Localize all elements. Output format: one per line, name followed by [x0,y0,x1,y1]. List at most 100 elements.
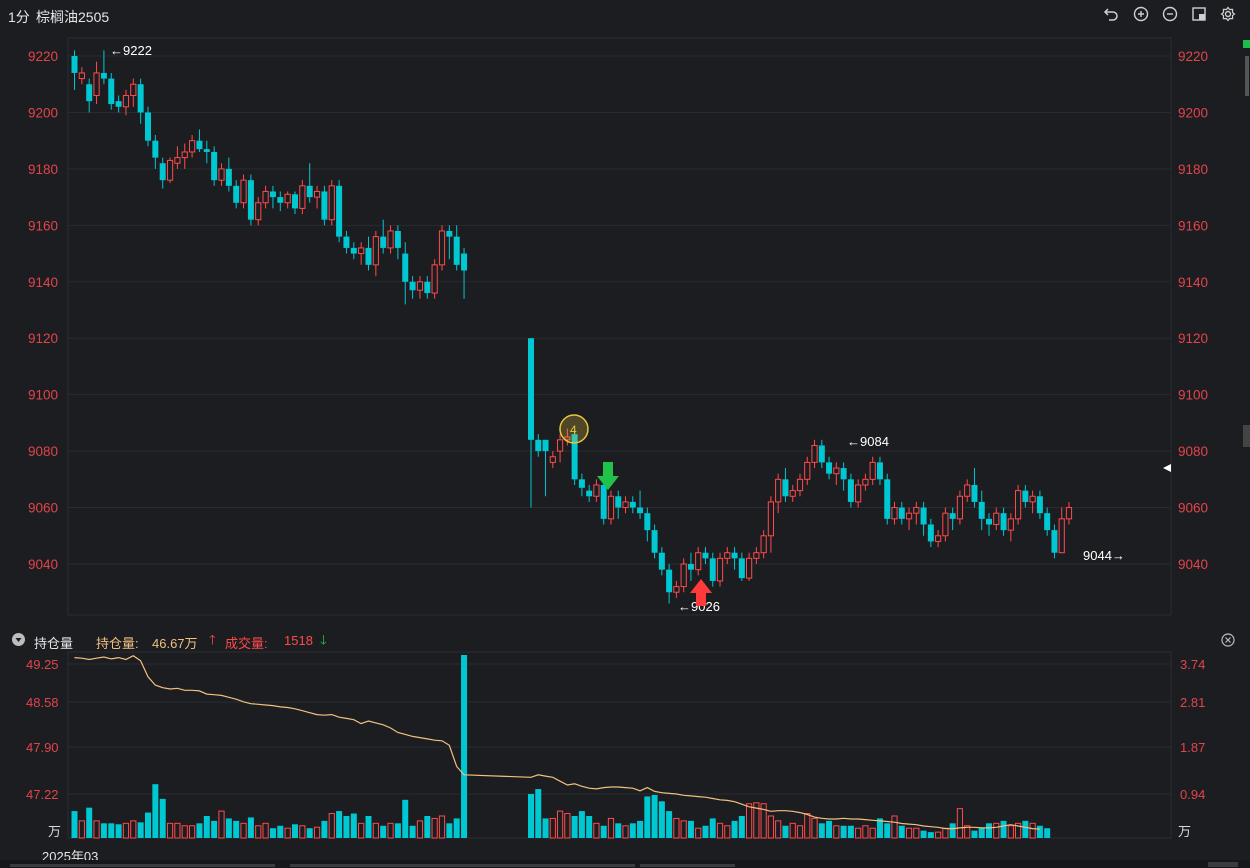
candle-body [847,479,854,502]
settings-icon[interactable] [1219,6,1237,24]
candle-body [372,236,379,266]
volume-bar [913,827,920,839]
bottom-scrollbar[interactable] [0,860,1250,868]
volume-bar [746,803,753,839]
candle-body [891,507,898,520]
candle-body [535,439,542,452]
indicator-panel-name[interactable]: 持仓量 [34,636,74,651]
candle-body [564,436,571,441]
candle-body [402,253,409,282]
period-label[interactable]: 1分 [8,9,30,25]
volume-bar [181,825,188,839]
volume-bar [100,823,107,838]
candle-body [174,157,181,164]
volume-bar [978,828,985,838]
candle-body [542,439,549,452]
candle-body [137,84,144,113]
candle-body [166,159,174,181]
volume-bar [299,825,306,839]
candle-body [394,230,401,248]
main-plot-frame [67,37,1172,616]
volume-bar [898,825,905,838]
candle-body [731,552,738,559]
candle-body [651,530,658,553]
candle-body [78,72,85,80]
candle-body [71,56,78,73]
scroll-segment[interactable] [640,864,735,867]
candle-body [1044,513,1051,531]
volume-bar [343,815,350,838]
edge-indicator [1243,40,1250,48]
candle-body [225,168,232,186]
scroll-segment[interactable] [290,864,635,867]
volume-bar [528,793,534,838]
right-price-tick: 9220 [1178,49,1208,64]
candles [71,50,1073,604]
volume-bar [578,811,585,838]
candle-body [826,462,833,474]
candle-body [913,507,920,514]
volume-bar [225,818,232,838]
symbol-title: 棕榈油2505 [36,9,110,25]
left-price-tick: 9220 [28,49,58,64]
candle-body [424,281,431,294]
signal-circle [559,414,589,444]
undo-icon[interactable] [1102,6,1120,24]
volume-down-arrow-icon: 🡓 [320,632,327,647]
candle-body [100,72,107,79]
candle-body [1065,507,1073,520]
candle-body [593,484,600,497]
candle-body [833,467,840,475]
left-price-axis: 9220 9200 9180 9160 9140 9120 9100 9080 9060 9040 [28,49,58,572]
close-indicator-icon[interactable] [1221,633,1235,647]
volume-bar [211,820,218,838]
candle-body [277,197,284,203]
volume-bar [130,820,137,839]
volume-bar [174,822,181,839]
candle-body [122,95,130,108]
volume-bar [1022,820,1029,838]
candle-body [284,193,291,204]
right-price-tick: 9160 [1178,218,1208,233]
candle-body [964,484,971,497]
volume-bar [306,828,313,838]
candle-body [789,490,796,497]
volume-bar [796,825,804,839]
volume-bar [753,802,760,839]
volume-bar [695,827,702,839]
volume-bar [855,827,862,839]
volume-bar [811,817,818,839]
volume-bar [724,825,731,839]
volume-bar [971,830,978,838]
candle-body [782,479,789,497]
fullscreen-icon[interactable] [1190,6,1208,24]
candle-body [986,518,993,525]
candle-body [528,338,534,440]
left-price-tick: 9200 [28,105,58,120]
zoom-in-icon[interactable] [1132,6,1150,24]
collapse-icon[interactable] [12,633,25,646]
left-price-tick: 9040 [28,557,58,572]
volume-bar [637,820,644,838]
volume-bar [453,818,460,838]
right-price-tick: 9100 [1178,388,1208,403]
volume-bar [1029,822,1036,839]
volume-bar [424,815,431,838]
candle-body [702,552,709,559]
edge-scrollbar[interactable] [1243,56,1250,96]
zoom-out-icon[interactable] [1161,6,1179,24]
edge-handle[interactable] [1243,425,1250,447]
candle-body [1051,530,1058,553]
volume-bar [78,820,85,839]
volume-bar [993,822,1000,839]
scroll-segment[interactable] [10,864,275,867]
candle-body [855,484,862,503]
scroll-thumb[interactable] [1208,862,1238,867]
volume-bar [884,823,891,838]
left-price-tick: 9160 [28,218,58,233]
candle-body [811,444,818,463]
volume-bar [402,799,409,838]
candle-body [680,563,687,588]
volume-bar [255,825,262,839]
